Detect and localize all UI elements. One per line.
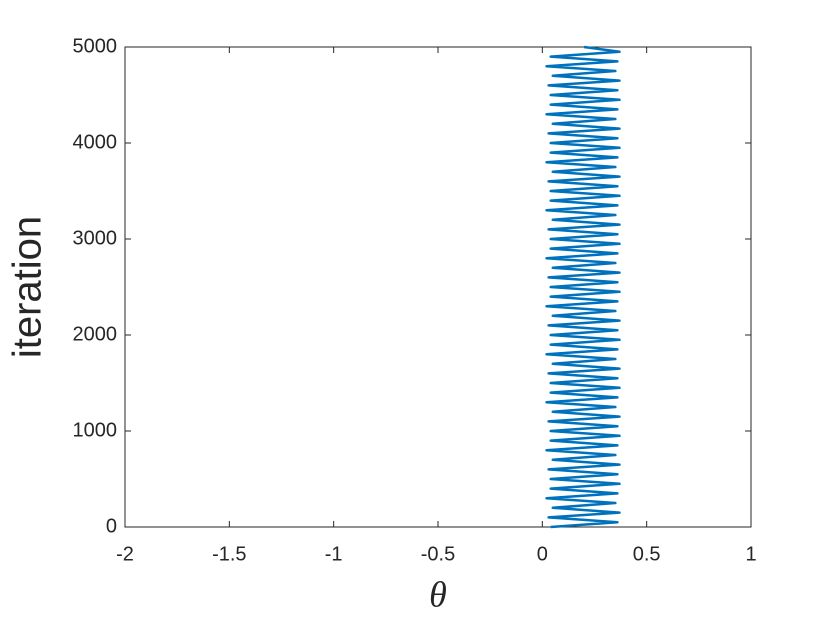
x-tick-label: 0.5 — [633, 543, 661, 565]
x-tick-label: -2 — [116, 543, 134, 565]
y-axis-label: iteration — [6, 216, 50, 358]
y-tick-label: 1000 — [73, 419, 118, 441]
x-tick-label: -0.5 — [421, 543, 455, 565]
y-tick-label: 5000 — [73, 35, 118, 57]
x-tick-label: -1.5 — [212, 543, 246, 565]
x-tick-label: 1 — [745, 543, 756, 565]
y-tick-label: 3000 — [73, 227, 118, 249]
y-tick-label: 0 — [106, 515, 117, 537]
x-tick-label: 0 — [537, 543, 548, 565]
y-tick-label: 2000 — [73, 323, 118, 345]
y-tick-label: 4000 — [73, 131, 118, 153]
data-line — [545, 45, 621, 529]
x-tick-label: -1 — [325, 543, 343, 565]
x-axis-label: θ — [429, 574, 447, 614]
plot-frame — [124, 46, 752, 528]
